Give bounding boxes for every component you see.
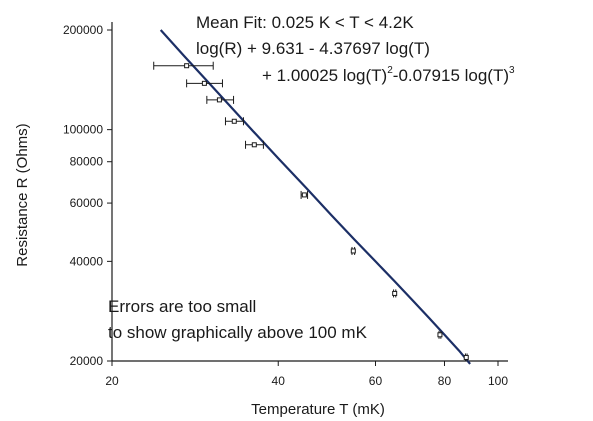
point-marker xyxy=(251,142,257,148)
fit-annotation: Mean Fit: 0.025 K < T < 4.2K log(R) + 9.… xyxy=(196,13,515,85)
point-marker xyxy=(350,248,356,254)
point-marker xyxy=(184,63,190,69)
x-tick-label: 100 xyxy=(488,374,508,388)
point-marker xyxy=(463,354,469,360)
point-marker xyxy=(231,118,237,124)
y-tick-label: 80000 xyxy=(70,155,104,169)
fit-exponent-2: 2 xyxy=(387,65,393,76)
y-tick-label: 40000 xyxy=(70,254,104,268)
point-marker xyxy=(301,192,307,198)
fit-term-cubed: -0.07915 log(T) xyxy=(393,66,509,85)
x-tick-label: 40 xyxy=(272,374,286,388)
y-tick-label: 200000 xyxy=(63,23,103,37)
x-tick-label: 60 xyxy=(369,374,383,388)
data-point xyxy=(186,79,223,88)
fit-term-squared: + 1.00025 log(T) xyxy=(262,66,387,85)
data-point xyxy=(153,61,214,70)
y-axis-label: Resistance R (Ohms) xyxy=(14,123,31,266)
point-marker xyxy=(437,332,443,338)
fit-exponent-3: 3 xyxy=(509,65,515,76)
data-point xyxy=(463,353,469,362)
error-note-line-2: to show graphically above 100 mK xyxy=(108,323,368,342)
data-point xyxy=(224,117,244,126)
point-marker xyxy=(201,80,207,86)
y-tick-label: 20000 xyxy=(70,354,104,368)
x-tick-label: 20 xyxy=(105,374,119,388)
data-point xyxy=(300,190,309,199)
y-tick-label: 100000 xyxy=(63,123,103,137)
fit-annotation-line-1: Mean Fit: 0.025 K < T < 4.2K xyxy=(196,13,414,32)
y-tick-label: 60000 xyxy=(70,196,104,210)
x-axis-label: Temperature T (mK) xyxy=(251,401,385,418)
plot-area: 20 40 60 80 100 2000001000008000060000400002… xyxy=(63,22,508,388)
point-marker xyxy=(216,97,222,103)
data-point xyxy=(350,246,356,255)
data-point xyxy=(437,330,443,339)
data-point xyxy=(392,289,398,298)
data-points-group xyxy=(153,61,469,362)
x-ticks-group: 20 40 60 80 100 xyxy=(105,361,508,388)
fit-annotation-line-2: log(R) + 9.631 - 4.37697 log(T) xyxy=(196,39,430,58)
fit-curve-line xyxy=(159,29,471,365)
error-note-line-1: Errors are too small xyxy=(108,297,256,316)
error-note: Errors are too small to show graphically… xyxy=(108,297,368,342)
y-ticks-group: 200000 100000 80000 60000 40000 20000 xyxy=(63,23,112,368)
data-point xyxy=(245,140,264,149)
x-tick-label: 80 xyxy=(438,374,452,388)
data-point xyxy=(206,95,235,104)
fit-annotation-line-3: + 1.00025 log(T)2-0.07915 log(T)3 xyxy=(262,65,515,85)
point-marker xyxy=(392,290,398,296)
